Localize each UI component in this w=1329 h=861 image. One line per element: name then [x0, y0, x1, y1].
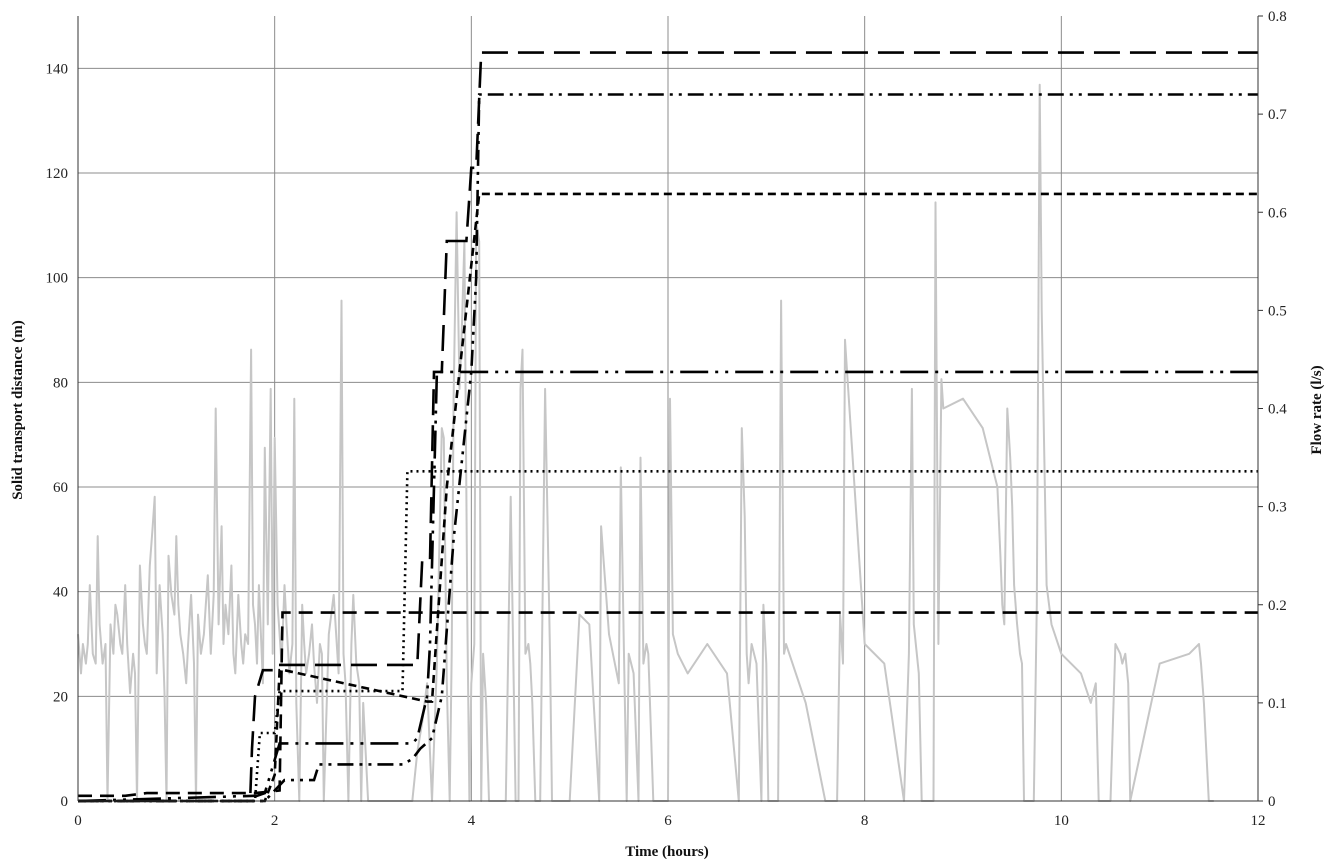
- x-tick-label: 4: [468, 813, 476, 829]
- flow-rate-line: [77, 83, 1214, 802]
- y2-tick-label: 0.7: [1268, 107, 1287, 123]
- y-tick-label: 80: [53, 375, 68, 391]
- step-line-long-dash-dot-dot: [77, 370, 1258, 803]
- transport-distance-series: [77, 51, 1258, 803]
- x-axis-title: Time (hours): [625, 844, 708, 860]
- y2-tick-label: 0: [1268, 794, 1276, 810]
- y2-tick-label: 0.8: [1268, 9, 1287, 25]
- y-tick-label: 20: [53, 689, 68, 705]
- y2-tick-label: 0.3: [1268, 500, 1287, 516]
- y-tick-label: 120: [46, 166, 69, 182]
- y-tick-label: 60: [53, 480, 68, 496]
- y-tick-label: 100: [46, 271, 69, 287]
- y-tick-label: 40: [53, 585, 68, 601]
- step-line-medium-dash: [78, 611, 1258, 798]
- y2-tick-label: 0.4: [1268, 402, 1287, 418]
- x-tick-label: 6: [664, 813, 672, 829]
- y2-tick-label: 0.1: [1268, 696, 1287, 712]
- y-tick-label: 140: [46, 61, 69, 77]
- y-axis-title: Solid transport distance (m): [10, 320, 26, 500]
- x-tick-label: 12: [1251, 813, 1266, 829]
- y2-axis-title: Flow rate (l/s): [1309, 365, 1325, 454]
- step-line-short-dash: [78, 192, 1258, 803]
- y-tick-label: 0: [61, 794, 69, 810]
- axes: [77, 15, 1263, 802]
- flow-rate-series: [77, 83, 1214, 802]
- y2-tick-label: 0.5: [1268, 303, 1287, 319]
- y2-tick-label: 0.6: [1268, 205, 1287, 221]
- x-tick-label: 8: [861, 813, 869, 829]
- y2-tick-label: 0.2: [1268, 598, 1287, 614]
- x-tick-label: 0: [74, 813, 82, 829]
- grid: [77, 16, 1259, 802]
- x-tick-label: 2: [271, 813, 279, 829]
- x-tick-label: 10: [1054, 813, 1069, 829]
